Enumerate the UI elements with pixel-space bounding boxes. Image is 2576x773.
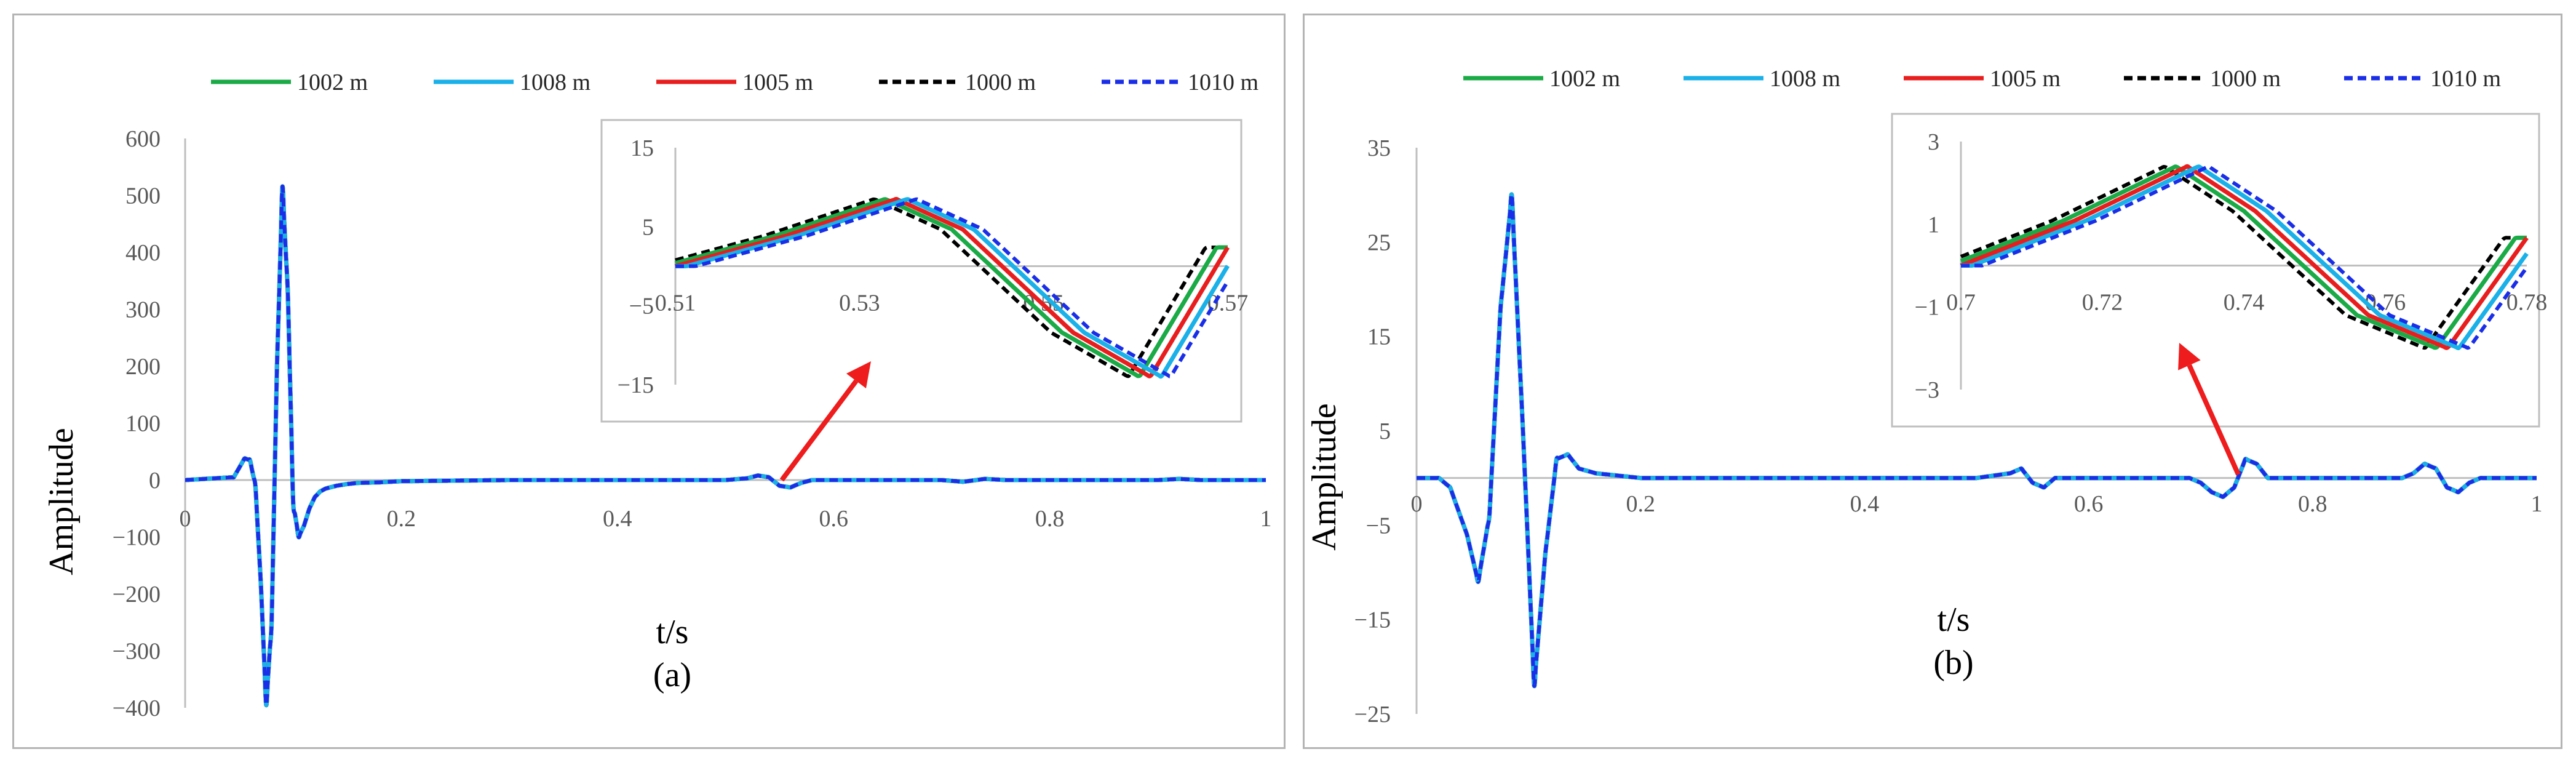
legend-label: 1010 m	[1188, 70, 1258, 95]
y-tick-label: −15	[1354, 607, 1391, 633]
legend-label: 1002 m	[1549, 66, 1620, 92]
inset-x-tick-label: 0.51	[655, 290, 696, 316]
x-tick-label: 0.8	[2298, 491, 2328, 517]
inset-x-tick-label: 0.7	[1946, 290, 1976, 316]
x-tick-label: 0	[180, 506, 191, 532]
inset-series-line-1008m	[1961, 164, 2529, 351]
inset-series-line-1005m	[1960, 164, 2529, 350]
x-tick-label: 0.4	[1850, 491, 1880, 517]
inset-x-tick-label: 0.78	[2506, 290, 2548, 316]
series-line-1010m	[1417, 192, 2537, 688]
x-tick-label: 0.2	[387, 506, 416, 532]
inset-x-tick-label: 0.76	[2365, 290, 2406, 316]
callout-arrow-head	[2178, 343, 2201, 370]
inset-y-tick-label: −3	[1915, 377, 1939, 403]
inset-y-tick-label: −1	[1915, 295, 1939, 321]
chart-panel-b: 35 25 15 5 −5 −15 −25 0 0.2 0.4 0.6 0.8 1 t/s (b) Ampli…	[1303, 14, 2562, 749]
x-tick-label: 0.2	[1626, 491, 1655, 517]
y-tick-label: 600	[125, 126, 161, 152]
inset-y-tick-label: 3	[1928, 129, 1939, 155]
inset-x-tick-label: 0.53	[839, 290, 880, 316]
x-tick-label: 0	[1411, 491, 1423, 517]
legend-label: 1000 m	[965, 70, 1036, 95]
x-tick-label: 1	[1260, 506, 1272, 532]
series-line-1008m	[185, 184, 1266, 707]
y-tick-label: −5	[1366, 513, 1391, 539]
y-tick-label: 200	[125, 354, 161, 380]
y-tick-label: 300	[125, 297, 161, 323]
inset-x-tick-label: 0.72	[2082, 290, 2123, 316]
x-axis-title: t/s	[1938, 601, 1970, 639]
y-tick-label: 25	[1367, 230, 1391, 255]
y-tick-label: 400	[125, 240, 161, 266]
y-tick-label: 15	[1367, 324, 1391, 350]
y-tick-label: −25	[1354, 702, 1391, 727]
y-tick-label: 5	[1379, 419, 1391, 444]
panel-label: (b)	[1933, 644, 1973, 682]
inset-series-line-1010m	[675, 197, 1230, 378]
inset-y-tick-label: 5	[642, 214, 654, 240]
callout-arrow-head	[846, 361, 871, 388]
inset-chart: 155−5−150.51 0.53 0.55 0.57	[600, 119, 1249, 423]
x-tick-label: 1	[2531, 491, 2543, 517]
inset-chart: 3 1 −1 −3 0.7 0.72 0.74 0.76 0.78	[1891, 113, 2548, 428]
inset-frame	[600, 119, 1242, 423]
inset-series-line-1005m	[674, 196, 1230, 378]
x-tick-label: 0.6	[2074, 491, 2104, 517]
y-tick-label: 100	[125, 411, 161, 437]
x-tick-label: 0.6	[819, 506, 848, 532]
inset-series-line-1002m	[674, 197, 1228, 378]
x-tick-label: 0.8	[1035, 506, 1065, 532]
y-axis-title: Amplitude	[1305, 403, 1343, 551]
y-tick-label: −300	[113, 639, 161, 665]
legend-label: 1000 m	[2210, 66, 2281, 92]
inset-y-tick-label: 15	[630, 135, 654, 161]
inset-x-tick-label: 0.57	[1207, 290, 1249, 316]
inset-y-tick-label: 1	[1928, 212, 1939, 238]
y-tick-label: 500	[125, 183, 161, 209]
callout-arrow-shaft	[2187, 364, 2241, 476]
legend-label: 1010 m	[2430, 66, 2501, 92]
y-tick-label: 0	[149, 468, 161, 494]
inset-series-line-1010m	[1961, 164, 2529, 350]
y-tick-label: −200	[113, 582, 161, 607]
inset-series-line-1002m	[1960, 164, 2527, 350]
chart-panel-a: 600 500 400 300 200 100 0 −100 −200 −300 −400 0 0.2 0…	[12, 14, 1286, 749]
legend-label: 1008 m	[1770, 66, 1840, 92]
legend-label: 1005 m	[1990, 66, 2061, 92]
inset-x-tick-label: 0.74	[2224, 290, 2265, 316]
y-tick-label: −100	[113, 525, 161, 551]
panel-label: (a)	[653, 656, 691, 694]
legend-label: 1002 m	[297, 70, 368, 95]
inset-y-tick-label: −5	[629, 294, 654, 319]
legend-label: 1008 m	[520, 70, 590, 95]
y-axis-title: Amplitude	[42, 428, 81, 575]
x-tick-label: 0.4	[603, 506, 632, 532]
inset-frame	[1891, 113, 2540, 428]
chart-a-svg: 600 500 400 300 200 100 0 −100 −200 −300 −400 0 0.2 0…	[42, 70, 1272, 721]
legend-label: 1005 m	[742, 70, 813, 95]
y-tick-label: 35	[1367, 135, 1391, 161]
inset-y-tick-label: −15	[618, 372, 654, 398]
callout-arrow-shaft	[779, 379, 859, 482]
inset-series-line-1008m	[675, 197, 1230, 379]
x-axis-title: t/s	[656, 613, 689, 651]
y-tick-label: −400	[113, 695, 161, 721]
chart-b-svg: 35 25 15 5 −5 −15 −25 0 0.2 0.4 0.6 0.8 1 t/s (b) Ampli…	[1305, 66, 2548, 727]
